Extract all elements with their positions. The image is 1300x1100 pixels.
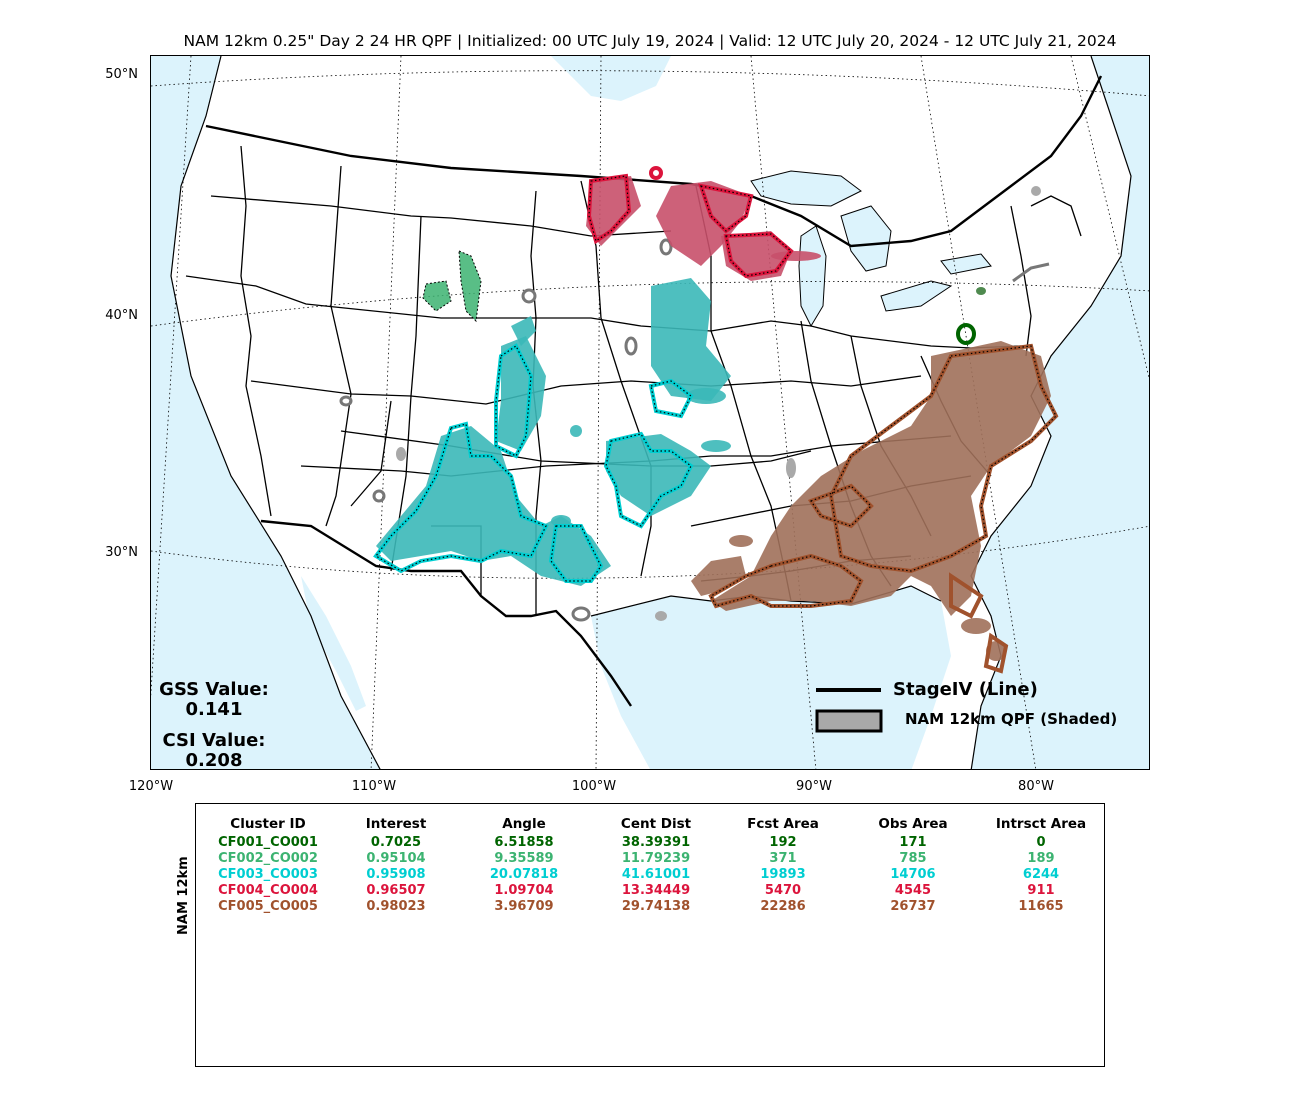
map-panel bbox=[150, 55, 1150, 770]
gulf-of-california bbox=[301, 576, 366, 711]
table-cell-obs-area-row3: 14706 bbox=[890, 867, 936, 882]
table-cell-obs-area-row5: 26737 bbox=[890, 899, 936, 914]
lon-label-90w: 90°W bbox=[796, 779, 832, 794]
gulf-of-mexico bbox=[591, 586, 951, 769]
table-cell-angle-row2: 9.35589 bbox=[494, 851, 554, 866]
pacific-ocean bbox=[151, 56, 380, 769]
table-cell-obs-area-row2: 785 bbox=[899, 851, 927, 866]
table-cell-interest-row3: 0.95908 bbox=[366, 867, 426, 882]
table-cell-interest-row5: 0.98023 bbox=[366, 899, 426, 914]
atlantic-ocean bbox=[971, 56, 1149, 769]
table-cell-cent-dist-row5: 29.74138 bbox=[621, 899, 691, 914]
table-col-obs-area: Obs Area 171 785 14706 4545 26737 bbox=[878, 816, 947, 915]
qpf-map bbox=[151, 56, 1149, 769]
table-header-cent-dist: Cent Dist bbox=[620, 816, 692, 832]
table-cell-cluster-id-row2: CF002_CO002 bbox=[218, 851, 318, 866]
gss-value: 0.141 bbox=[185, 699, 243, 720]
legend-nam-label: NAM 12km QPF (Shaded) bbox=[905, 710, 1118, 728]
table-col-angle: Angle 6.51858 9.35589 20.07818 1.09704 3.9670… bbox=[490, 816, 558, 915]
gss-label: GSS Value: bbox=[159, 679, 269, 700]
table-col-fcst-area: Fcst Area 192 371 19893 5470 22286 bbox=[747, 816, 819, 915]
table-cell-intrsct-area-row4: 911 bbox=[1027, 883, 1055, 898]
table-cell-obs-area-row1: 171 bbox=[899, 835, 927, 850]
lat-label-50n: 50°N bbox=[105, 67, 138, 82]
table-cell-cluster-id-row4: CF004_CO004 bbox=[218, 883, 318, 898]
table-cell-cent-dist-row4: 13.34449 bbox=[621, 883, 691, 898]
lon-label-110w: 110°W bbox=[351, 779, 397, 794]
table-model-label: NAM 12km bbox=[176, 856, 191, 935]
lake-huron bbox=[840, 205, 892, 272]
table-cell-fcst-area-row1: 192 bbox=[769, 835, 797, 850]
table-cell-fcst-area-row4: 5470 bbox=[764, 883, 802, 898]
table-cell-interest-row2: 0.95104 bbox=[366, 851, 426, 866]
unmatched-shaded bbox=[396, 186, 1041, 621]
table-cell-angle-row3: 20.07818 bbox=[489, 867, 559, 882]
table-header-intrsct-area: Intrsct Area bbox=[995, 816, 1087, 832]
table-header-interest: Interest bbox=[365, 816, 427, 832]
lon-label-100w: 100°W bbox=[571, 779, 617, 794]
table-cell-cluster-id-row3: CF003_CO003 bbox=[218, 867, 318, 882]
country-borders bbox=[205, 75, 1103, 707]
hudson-bay bbox=[551, 56, 671, 101]
table-header-fcst-area: Fcst Area bbox=[747, 816, 819, 832]
map-title: NAM 12km 0.25" Day 2 24 HR QPF | Initial… bbox=[183, 32, 1117, 50]
table-cell-obs-area-row4: 4545 bbox=[894, 883, 932, 898]
table-cell-angle-row1: 6.51858 bbox=[494, 835, 554, 850]
cluster-cf001 bbox=[956, 287, 986, 345]
table-cell-angle-row4: 1.09704 bbox=[494, 883, 554, 898]
table-cell-cluster-id-row5: CF005_CO005 bbox=[218, 899, 318, 914]
table-cell-cent-dist-row1: 38.39391 bbox=[621, 835, 691, 850]
table-header-angle: Angle bbox=[502, 816, 546, 832]
csi-value: 0.208 bbox=[185, 750, 243, 771]
cluster-cf004-shaded bbox=[586, 176, 821, 281]
cluster-cf005-observed-dots bbox=[710, 345, 1057, 607]
cluster-cf003-observed-dots bbox=[375, 345, 692, 582]
lake-michigan bbox=[798, 225, 827, 328]
lat-label-30n: 30°N bbox=[105, 545, 138, 560]
cluster-cf003-shaded bbox=[376, 278, 731, 586]
table-col-cent-dist: Cent Dist 38.39391 11.79239 41.61001 13.3444… bbox=[621, 816, 691, 915]
table-col-interest: Interest 0.7025 0.95104 0.95908 0.96507 0.980… bbox=[366, 816, 427, 915]
table-cell-interest-row4: 0.96507 bbox=[366, 883, 426, 898]
table-col-intrsct-area: Intrsct Area 0 189 6244 911 11665 bbox=[996, 816, 1086, 915]
table-cell-intrsct-area-row2: 189 bbox=[1027, 851, 1055, 866]
table-cell-intrsct-area-row5: 11665 bbox=[1018, 899, 1064, 914]
lat-label-40n: 40°N bbox=[105, 308, 138, 323]
table-cell-fcst-area-row2: 371 bbox=[769, 851, 797, 866]
lon-label-120w: 120°W bbox=[128, 779, 174, 794]
table-cell-fcst-area-row5: 22286 bbox=[760, 899, 806, 914]
legend-shade-swatch bbox=[815, 709, 883, 733]
legend-stageiv-label: StageIV (Line) bbox=[893, 679, 1038, 700]
table-cell-intrsct-area-row1: 0 bbox=[1036, 835, 1046, 850]
table-cell-intrsct-area-row3: 6244 bbox=[1022, 867, 1060, 882]
cluster-cf002 bbox=[422, 250, 482, 323]
table-cell-interest-row1: 0.7025 bbox=[370, 835, 422, 850]
table-col-cluster-id: Cluster ID CF001_CO001 CF002_CO002 CF003_CO… bbox=[218, 816, 318, 915]
table-header-cluster-id: Cluster ID bbox=[230, 816, 306, 832]
lake-superior bbox=[750, 170, 862, 207]
cluster-cf004-observed-dots bbox=[588, 175, 792, 277]
graticule bbox=[151, 56, 1149, 769]
unmatched-objects bbox=[339, 238, 1050, 622]
table-cell-angle-row5: 3.96709 bbox=[494, 899, 554, 914]
stats-table: Cluster ID CF001_CO001 CF002_CO002 CF003_CO… bbox=[195, 803, 1105, 1067]
lon-label-80w: 80°W bbox=[1018, 779, 1054, 794]
table-header-obs-area: Obs Area bbox=[878, 816, 948, 832]
table-cell-cent-dist-row2: 11.79239 bbox=[621, 851, 691, 866]
table-cell-cluster-id-row1: CF001_CO001 bbox=[218, 835, 318, 850]
lake-ontario bbox=[940, 253, 992, 275]
table-cell-fcst-area-row3: 19893 bbox=[760, 867, 806, 882]
table-cell-cent-dist-row3: 41.61001 bbox=[621, 867, 691, 882]
lake-erie bbox=[880, 280, 953, 312]
csi-label: CSI Value: bbox=[162, 730, 266, 751]
